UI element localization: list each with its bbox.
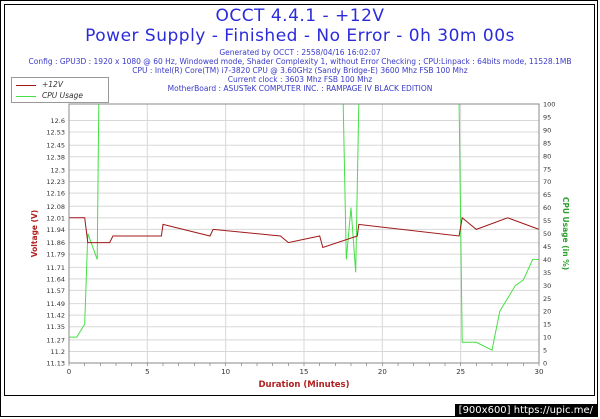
y-tick-label: 11.79 xyxy=(46,251,65,259)
motherboard-info: MotherBoard : ASUSTeK COMPUTER INC. : RA… xyxy=(167,84,433,93)
y2-tick-label: 35 xyxy=(543,269,551,277)
y2-tick-label: 45 xyxy=(543,243,551,251)
config-info: Config : GPU3D : 1920 x 1080 @ 60 Hz, Wi… xyxy=(28,57,572,66)
y-tick-label: 11.27 xyxy=(46,336,65,344)
y2-tick-label: 95 xyxy=(543,113,551,121)
plot-border xyxy=(68,103,540,364)
y2-tick-label: 20 xyxy=(543,308,551,316)
y-tick-label: 11.35 xyxy=(46,323,65,331)
y2-tick-label: 30 xyxy=(543,282,551,290)
y-tick-label: 12.08 xyxy=(46,203,65,211)
y2-tick-label: 55 xyxy=(543,217,551,225)
y-tick-label: 11.13 xyxy=(46,360,65,368)
y2-tick-label: 75 xyxy=(543,165,551,173)
y-tick-label: 12.16 xyxy=(46,190,65,198)
y2-tick-label: 50 xyxy=(543,230,551,238)
x-tick-label: 10 xyxy=(221,368,230,376)
clock-info: Current clock : 3603 Mhz FSB 100 Mhz xyxy=(227,75,373,84)
y2-tick-label: 10 xyxy=(543,334,551,342)
y-axis-label: Voltage (V) xyxy=(30,210,39,258)
legend-label-voltage: +12V xyxy=(42,80,63,89)
y-tick-label: 11.2 xyxy=(51,348,65,356)
legend-swatch-cpu xyxy=(16,96,36,97)
x-tick-label: 25 xyxy=(456,368,465,376)
y2-tick-label: 90 xyxy=(543,126,551,134)
legend-label-cpu: CPU Usage xyxy=(42,91,84,100)
x-tick-label: 5 xyxy=(145,368,149,376)
legend: +12V CPU Usage xyxy=(11,77,109,103)
y2-tick-label: 80 xyxy=(543,152,551,160)
generated-info: Generated by OCCT : 2558/04/16 16:02:07 xyxy=(219,48,381,57)
y2-tick-label: 85 xyxy=(543,139,551,147)
y2-tick-label: 100 xyxy=(543,101,555,109)
y-tick-label: 11.49 xyxy=(46,300,65,308)
y-tick-label: 12.45 xyxy=(46,142,65,150)
y2-tick-label: 0 xyxy=(543,360,547,368)
x-tick-label: 0 xyxy=(67,368,71,376)
y-tick-label: 11.64 xyxy=(46,275,65,283)
chart-title-line2: Power Supply - Finished - No Error - 0h … xyxy=(85,26,515,46)
x-tick-label: 15 xyxy=(300,368,309,376)
x-tick-label: 20 xyxy=(378,368,387,376)
y-tick-label: 12.53 xyxy=(46,129,65,137)
y2-tick-label: 40 xyxy=(543,256,551,264)
y2-tick-label: 5 xyxy=(543,347,547,355)
y2-tick-label: 25 xyxy=(543,295,551,303)
x-tick-label: 30 xyxy=(535,368,544,376)
y-tick-label: 11.71 xyxy=(46,264,65,272)
y2-tick-label: 70 xyxy=(543,178,551,186)
y-tick-label: 12.6 xyxy=(51,117,65,125)
x-axis-label: Duration (Minutes) xyxy=(259,380,350,390)
chart-title-line1: OCCT 4.4.1 - +12V xyxy=(215,6,385,26)
legend-swatch-voltage xyxy=(16,85,36,86)
series-line-12v xyxy=(69,216,540,249)
y2-tick-label: 60 xyxy=(543,204,551,212)
y2-axis-label: CPU Usage (in %) xyxy=(561,197,570,270)
y-tick-label: 11.57 xyxy=(46,287,65,295)
y-tick-label: 12.01 xyxy=(46,214,65,222)
y-tick-label: 11.94 xyxy=(46,226,65,234)
watermark: [900x600] https://upic.me/ xyxy=(454,404,597,417)
y2-tick-label: 15 xyxy=(543,321,551,329)
series-line-cpu-usage xyxy=(69,103,539,351)
y-tick-label: 11.42 xyxy=(46,312,65,320)
cpu-info: CPU : Intel(R) Core(TM) i7-3820 CPU @ 3.… xyxy=(132,66,468,75)
y-tick-label: 12.3 xyxy=(51,166,65,174)
y-tick-label: 11.86 xyxy=(46,239,65,247)
y-tick-label: 12.23 xyxy=(46,178,65,186)
y-tick-label: 12.38 xyxy=(46,153,65,161)
y2-tick-label: 65 xyxy=(543,191,551,199)
